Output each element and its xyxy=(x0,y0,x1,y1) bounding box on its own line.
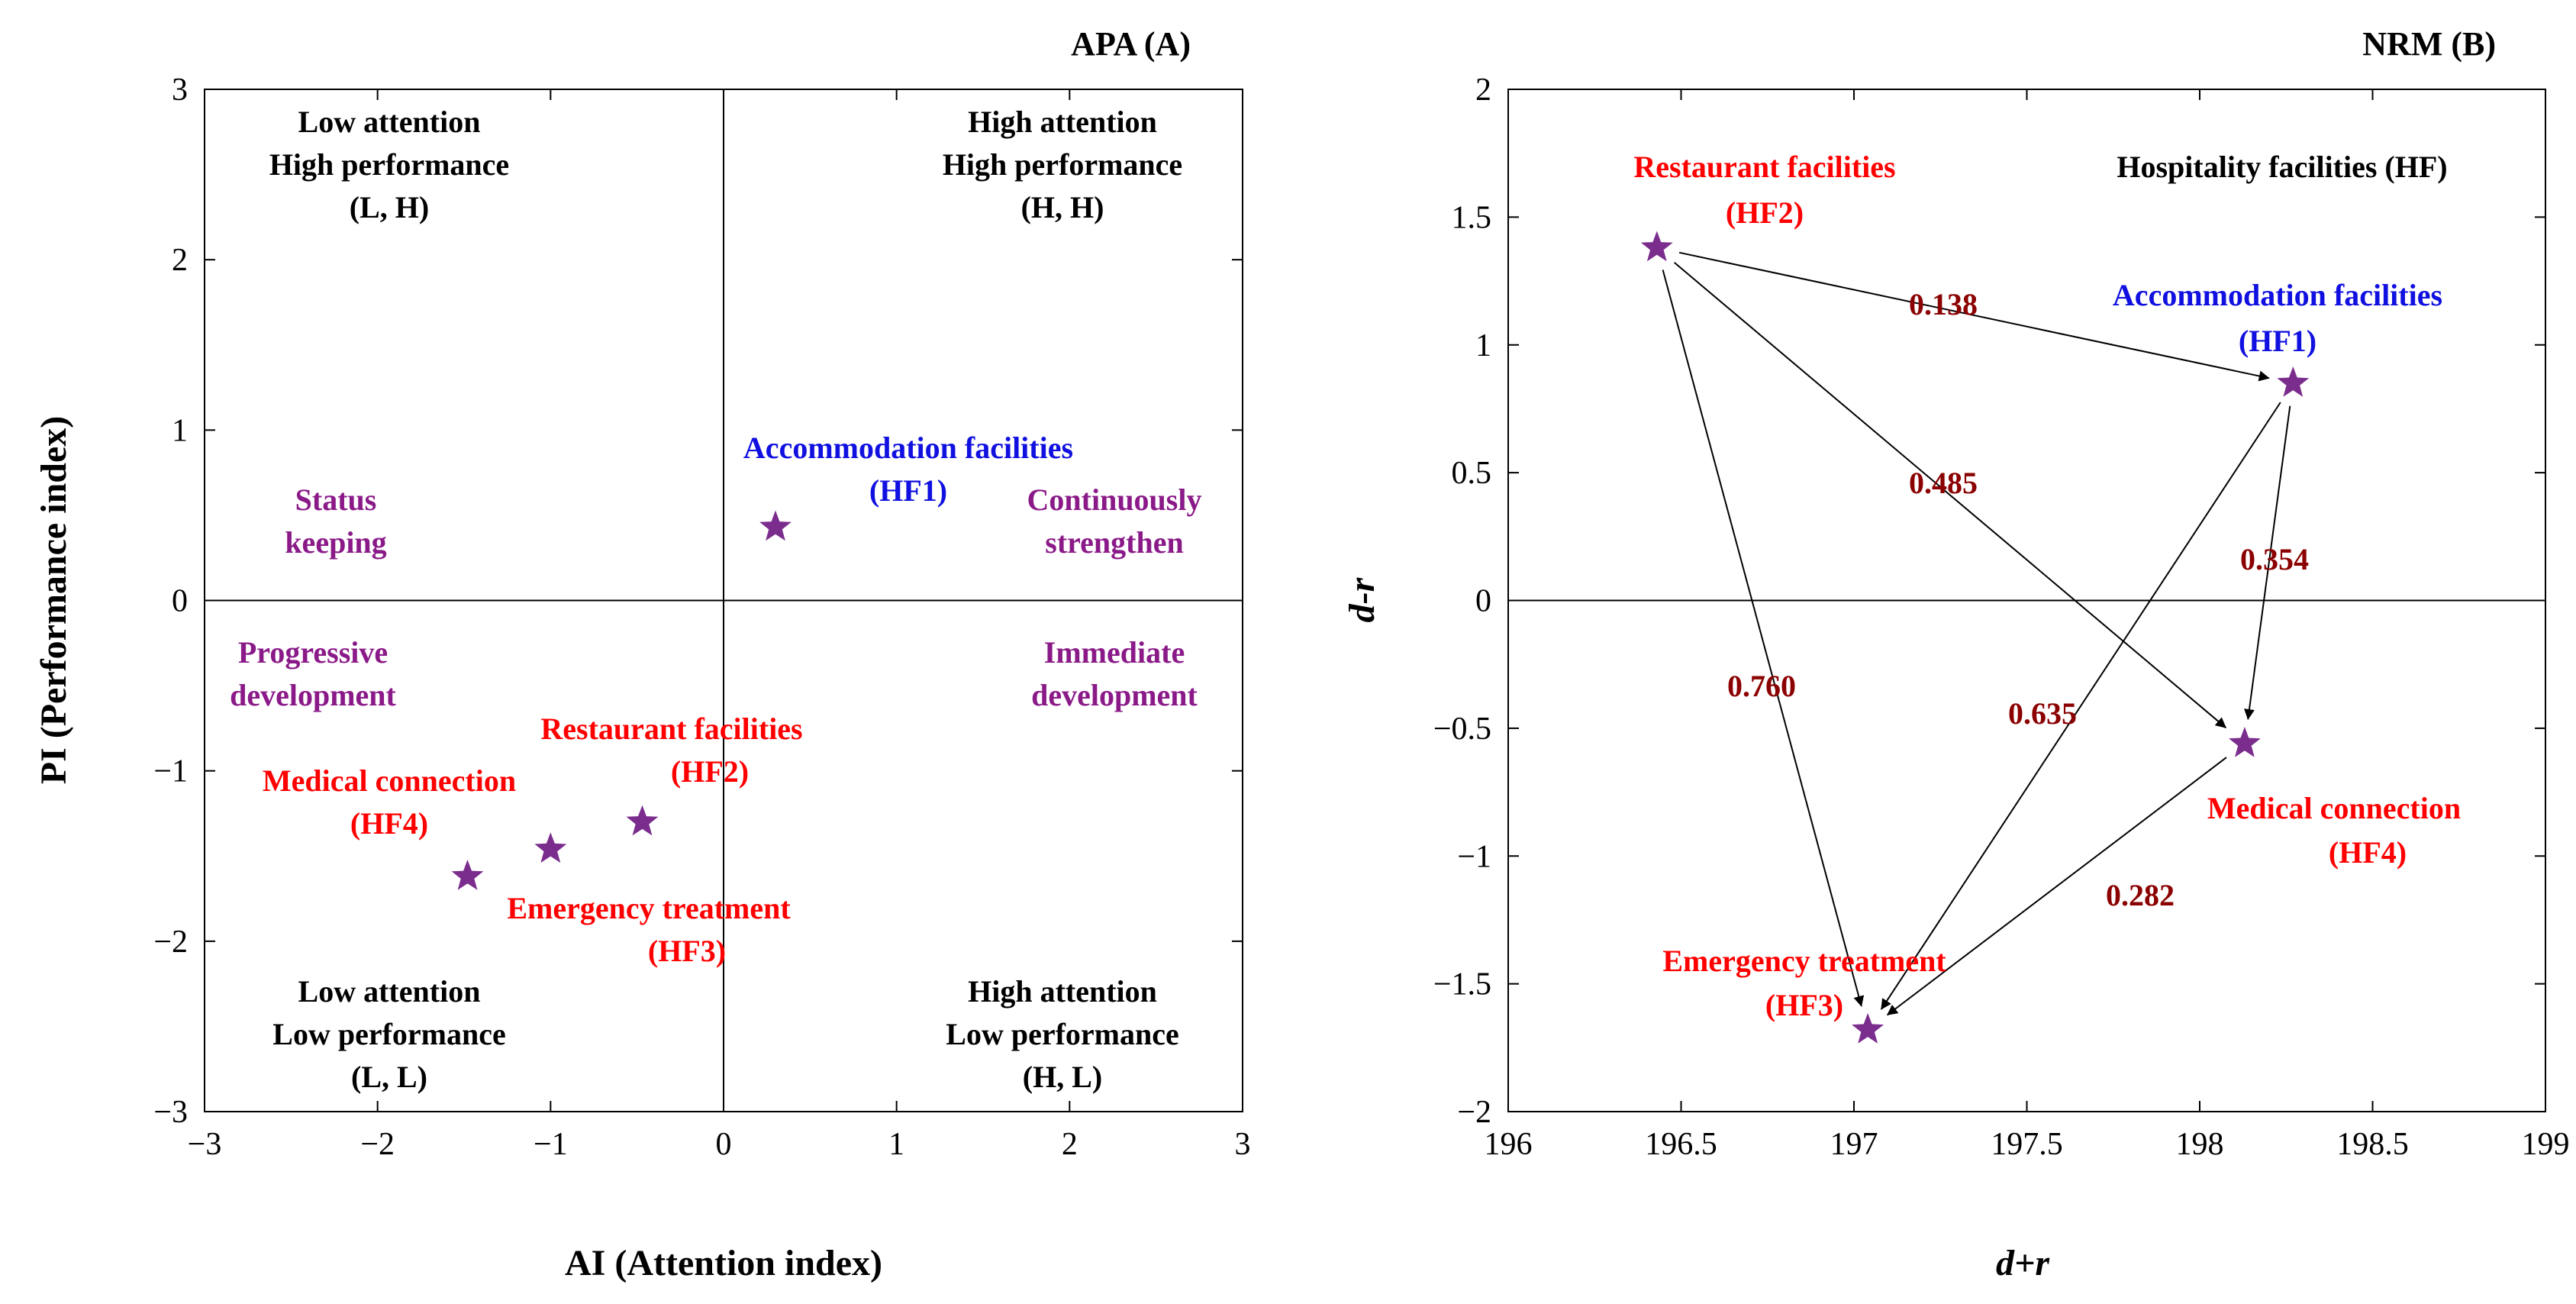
chart-title: NRM (B) xyxy=(2362,25,2496,63)
point-label-code: (HF1) xyxy=(869,473,947,508)
point-label-code: (HF3) xyxy=(648,934,726,968)
point-label-name: Emergency treatment xyxy=(1662,944,1946,978)
arrow-hf2-hf1 xyxy=(1678,251,2270,382)
arrow-hf4-hf3 xyxy=(1886,757,2227,1016)
y-tick-label: 1.5 xyxy=(1452,200,1492,235)
y-tick-label: 2 xyxy=(172,243,188,278)
y-tick-label: −1 xyxy=(153,754,188,789)
strategy-label: Status xyxy=(295,483,377,517)
y-tick-label: −3 xyxy=(153,1095,188,1130)
point-label-code: (HF4) xyxy=(350,806,428,841)
strategy-label: development xyxy=(1031,678,1198,712)
y-tick-label: −0.5 xyxy=(1433,712,1491,747)
arrow-hf2-hf4 xyxy=(1674,262,2227,729)
point-label-name: Restaurant facilities xyxy=(540,712,802,746)
y-axis-label: d-r xyxy=(1342,576,1382,622)
x-tick-label: −1 xyxy=(534,1127,568,1162)
star-point-hf1 xyxy=(759,510,791,541)
quadrant-label: (H, H) xyxy=(1021,190,1104,224)
y-tick-label: 0 xyxy=(1475,584,1491,619)
y-tick-label: 1 xyxy=(172,413,188,448)
point-label-name: Emergency treatment xyxy=(507,891,791,925)
x-tick-label: −2 xyxy=(360,1127,395,1162)
strategy-label: keeping xyxy=(285,525,386,560)
point-label-name: Medical connection xyxy=(2207,791,2461,825)
nrm-chart: 196 196.5 197 197.5 198 198.5 199 −2 −1.5 −1 −0.5 0… xyxy=(1342,25,2570,1283)
x-tick-label: 199 xyxy=(2522,1127,2570,1162)
y-axis-label: PI (Performance index) xyxy=(34,416,74,785)
star-point-hf3 xyxy=(451,860,484,890)
x-tick-label: 1 xyxy=(888,1127,904,1162)
y-tick-label: 2 xyxy=(1475,73,1491,108)
quadrant-label: High performance xyxy=(943,147,1182,182)
point-label-name: Accommodation facilities xyxy=(2113,278,2442,312)
y-tick-label: 1 xyxy=(1475,328,1491,363)
x-tick-label: 196 xyxy=(1485,1127,1533,1162)
quadrant-label: Low attention xyxy=(298,105,481,139)
x-tick-label: 2 xyxy=(1062,1127,1078,1162)
quadrant-label: (L, L) xyxy=(351,1060,427,1094)
star-point-hf2 xyxy=(1640,231,1673,262)
edge-weight-label: 0.485 xyxy=(1909,466,1978,500)
x-tick-label: 198 xyxy=(2176,1127,2224,1162)
star-point-hf4 xyxy=(2229,727,2261,757)
point-label-code: (HF1) xyxy=(2239,324,2316,358)
x-tick-label: 196.5 xyxy=(1645,1127,1717,1162)
quadrant-label: Low performance xyxy=(946,1017,1178,1051)
chart-title: APA (A) xyxy=(1071,25,1191,63)
quadrant-label: (H, L) xyxy=(1023,1060,1102,1094)
x-tick-label: 197 xyxy=(1830,1127,1878,1162)
quadrant-label: High performance xyxy=(269,147,509,182)
strategy-label: Continuously xyxy=(1027,483,1202,517)
y-tick-label: −1 xyxy=(1457,839,1491,874)
x-axis-label: AI (Attention index) xyxy=(565,1243,882,1283)
quadrant-label: Low performance xyxy=(272,1017,505,1051)
point-label-code: (HF2) xyxy=(671,754,749,789)
star-point-hf2 xyxy=(626,805,659,836)
strategy-label: strengthen xyxy=(1045,525,1183,560)
y-tick-label: 0.5 xyxy=(1452,456,1492,491)
point-label-name: Accommodation facilities xyxy=(743,431,1073,465)
edge-weight-label: 0.760 xyxy=(1727,669,1796,703)
edge-weight-label: 0.138 xyxy=(1909,287,1978,321)
point-label-code: (HF2) xyxy=(1726,195,1804,230)
x-tick-label: 0 xyxy=(716,1127,732,1162)
apa-chart: −3 −2 −1 0 1 2 3 −3 −2 −1 0 1 2 3 APA (A) AI (Attention… xyxy=(34,25,1251,1283)
edge-weight-label: 0.282 xyxy=(2106,878,2175,912)
quadrant-label: High attention xyxy=(968,105,1157,139)
arrow-hf2-hf3 xyxy=(1662,270,1865,1007)
star-point-hf1 xyxy=(2277,366,2310,397)
y-tick-label: −2 xyxy=(1457,1095,1491,1130)
strategy-label: Progressive xyxy=(238,635,388,670)
y-tick-label: 3 xyxy=(172,73,188,108)
arrow-hf1-hf4 xyxy=(2244,405,2291,720)
star-point-hf3 xyxy=(1852,1012,1884,1044)
x-tick-label: 197.5 xyxy=(1991,1127,2063,1162)
y-tick-label: −2 xyxy=(153,925,188,960)
quadrant-label: Low attention xyxy=(298,974,481,1009)
quadrant-label: High attention xyxy=(968,974,1157,1009)
legend-text: Hospitality facilities (HF) xyxy=(2117,150,2447,184)
x-tick-label: 3 xyxy=(1235,1127,1251,1162)
x-axis-label: d+r xyxy=(1996,1243,2050,1283)
x-tick-label: 198.5 xyxy=(2336,1127,2409,1162)
x-tick-label: −3 xyxy=(188,1127,222,1162)
edge-weight-label: 0.354 xyxy=(2240,542,2309,576)
arrow-hf1-hf3 xyxy=(1880,402,2281,1010)
point-label-code: (HF3) xyxy=(1765,988,1843,1022)
star-point-hf4 xyxy=(534,832,567,863)
strategy-label: Immediate xyxy=(1044,635,1185,670)
y-tick-label: −1.5 xyxy=(1433,967,1491,1002)
quadrant-label: (L, H) xyxy=(350,190,429,224)
point-label-code: (HF4) xyxy=(2329,835,2407,870)
y-tick-label: 0 xyxy=(172,584,188,619)
edge-weight-label: 0.635 xyxy=(2008,696,2077,731)
point-label-name: Medical connection xyxy=(263,763,516,798)
strategy-label: development xyxy=(230,678,396,712)
point-label-name: Restaurant facilities xyxy=(1633,150,1895,184)
